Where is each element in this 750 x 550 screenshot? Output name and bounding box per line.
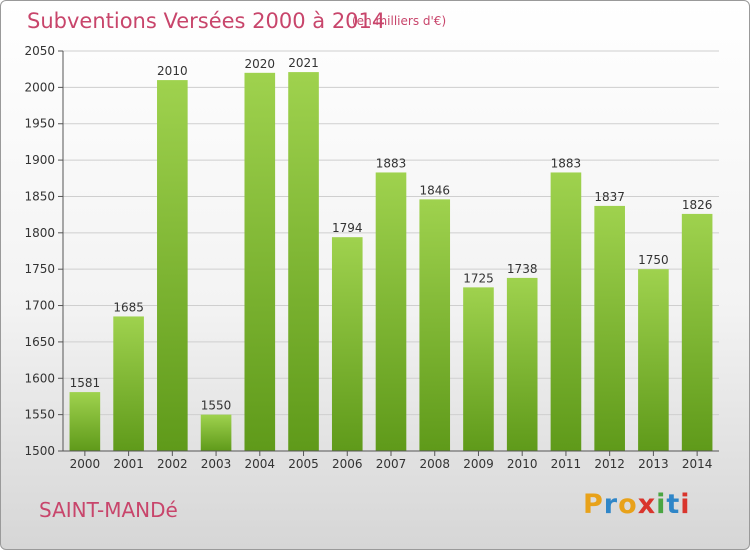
x-tick-label-2012: 2012 (594, 457, 625, 471)
bar-2003 (200, 414, 232, 451)
data-label-2009: 1725 (463, 271, 494, 285)
x-tick-label-2006: 2006 (332, 457, 363, 471)
y-tick-label: 1950 (24, 117, 55, 131)
data-label-2005: 2021 (288, 56, 319, 70)
data-label-2006: 1794 (332, 221, 363, 235)
bar-2004 (244, 72, 276, 452)
data-label-2000: 1581 (70, 376, 101, 390)
y-tick-label: 1800 (24, 226, 55, 240)
unit-note: (en milliers d'€) (352, 14, 447, 28)
y-tick-label: 1550 (24, 408, 55, 422)
x-tick-label-2004: 2004 (245, 457, 276, 471)
y-tick-label: 1900 (24, 153, 55, 167)
x-tick-label-2005: 2005 (288, 457, 319, 471)
logo-letter: i (656, 489, 667, 520)
chart-title: Subventions Versées 2000 à 2014 (27, 9, 386, 33)
y-tick-label: 1700 (24, 299, 55, 313)
logo-letter: P (583, 489, 604, 520)
bar-2002 (157, 80, 188, 451)
bar-2007 (375, 172, 407, 452)
y-tick-label: 1650 (24, 335, 55, 349)
data-label-2001: 1685 (113, 300, 144, 314)
bar-2000 (69, 392, 101, 451)
bar-2001 (113, 316, 144, 451)
bar-2009 (463, 287, 494, 451)
bar-2012 (594, 205, 625, 451)
bar-2011 (550, 172, 582, 452)
y-tick-label: 2050 (24, 44, 55, 58)
data-label-2004: 2020 (245, 57, 276, 71)
x-tick-label-2010: 2010 (507, 457, 538, 471)
logo-letter: i (680, 489, 691, 520)
x-tick-label-2002: 2002 (157, 457, 188, 471)
bar-2008 (419, 199, 451, 451)
data-label-2011: 1883 (551, 156, 582, 170)
y-tick-label: 2000 (24, 80, 55, 94)
logo-letter: t (666, 489, 681, 520)
place-name: SAINT-MANDé (39, 498, 178, 522)
data-label-2003: 1550 (201, 399, 232, 413)
bar-2014 (681, 213, 713, 451)
proxiti-logo: Proxiti (583, 489, 691, 520)
x-tick-label-2000: 2000 (70, 457, 101, 471)
y-tick-label: 1750 (24, 262, 55, 276)
data-label-2002: 2010 (157, 64, 188, 78)
data-label-2008: 1846 (419, 183, 450, 197)
data-label-2014: 1826 (682, 198, 713, 212)
x-tick-label-2008: 2008 (419, 457, 450, 471)
x-tick-label-2013: 2013 (638, 457, 669, 471)
bar-2006 (331, 237, 363, 451)
x-tick-label-2001: 2001 (113, 457, 144, 471)
bar-2005 (288, 72, 319, 451)
x-tick-label-2014: 2014 (682, 457, 713, 471)
x-tick-label-2009: 2009 (463, 457, 494, 471)
bar-2010 (506, 277, 538, 451)
x-tick-label-2011: 2011 (551, 457, 582, 471)
y-tick-label: 1850 (24, 189, 55, 203)
bar-2013 (638, 269, 669, 451)
logo-letter: r (603, 489, 619, 520)
x-tick-label-2007: 2007 (376, 457, 407, 471)
logo-letter: o (618, 489, 638, 520)
data-label-2013: 1750 (638, 253, 669, 267)
y-tick-label: 1500 (24, 444, 55, 458)
x-tick-label-2003: 2003 (201, 457, 232, 471)
data-label-2012: 1837 (594, 190, 625, 204)
y-tick-label: 1600 (24, 371, 55, 385)
logo-letter: x (637, 489, 657, 520)
data-label-2007: 1883 (376, 156, 407, 170)
data-label-2010: 1738 (507, 262, 538, 276)
